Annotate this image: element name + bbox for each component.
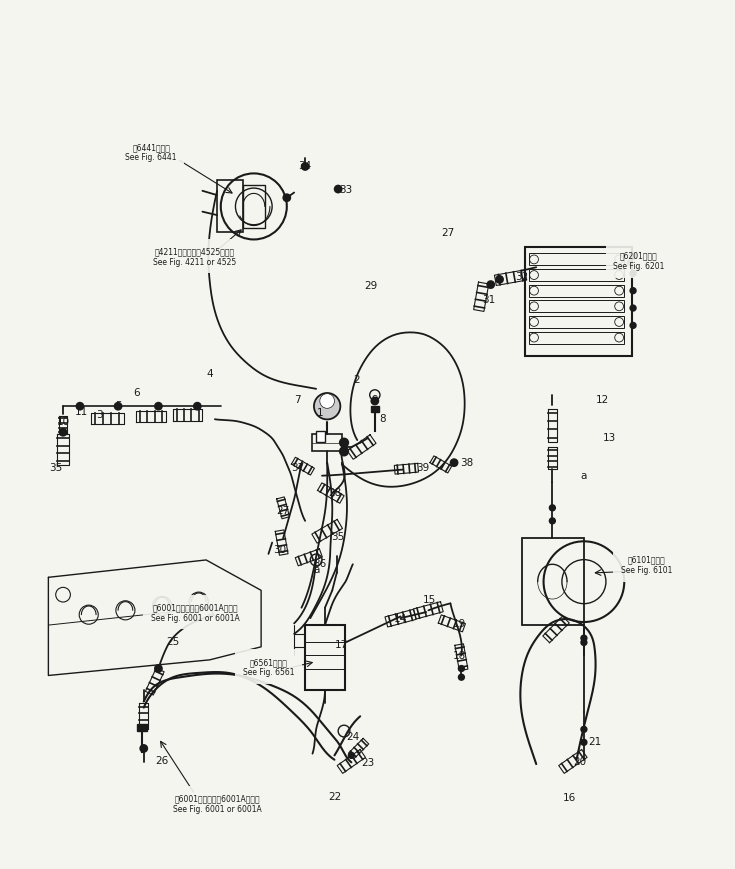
Circle shape — [458, 673, 465, 681]
Text: 第6001図または第6001A図参照
See Fig. 6001 or 6001A: 第6001図または第6001A図参照 See Fig. 6001 or 6001… — [151, 603, 240, 622]
Text: 30: 30 — [273, 544, 286, 554]
Circle shape — [450, 459, 459, 468]
Circle shape — [154, 402, 163, 411]
Text: 27: 27 — [442, 229, 455, 238]
Circle shape — [580, 739, 587, 746]
Text: 36: 36 — [313, 558, 326, 568]
Text: 29: 29 — [365, 281, 378, 290]
Text: 38: 38 — [460, 457, 473, 468]
Circle shape — [314, 394, 340, 420]
Circle shape — [580, 726, 587, 733]
Text: 第6201図参照
See Fig. 6201: 第6201図参照 See Fig. 6201 — [613, 251, 664, 270]
Text: 14: 14 — [394, 614, 407, 623]
Circle shape — [140, 744, 148, 753]
Circle shape — [495, 275, 504, 284]
Circle shape — [580, 634, 587, 642]
Bar — [522, 539, 584, 626]
Circle shape — [301, 163, 309, 172]
Circle shape — [154, 665, 163, 673]
Circle shape — [282, 194, 291, 202]
Text: 第6101図参照
See Fig. 6101: 第6101図参照 See Fig. 6101 — [620, 555, 672, 574]
Bar — [529, 316, 624, 328]
Text: 25: 25 — [166, 636, 180, 646]
Text: 35: 35 — [331, 531, 345, 541]
Text: 26: 26 — [156, 755, 169, 765]
Circle shape — [487, 281, 495, 289]
Text: 23: 23 — [361, 758, 374, 767]
Text: 39: 39 — [416, 462, 429, 473]
Text: a: a — [581, 470, 587, 481]
Bar — [526, 248, 631, 356]
Text: 2: 2 — [354, 375, 360, 385]
Text: 4: 4 — [207, 368, 213, 379]
Circle shape — [629, 270, 637, 278]
Text: 13: 13 — [603, 432, 616, 442]
Text: 16: 16 — [562, 793, 576, 802]
Circle shape — [320, 395, 334, 408]
Text: 10: 10 — [57, 416, 70, 427]
Circle shape — [76, 402, 85, 411]
Circle shape — [580, 639, 587, 647]
Text: 35: 35 — [49, 462, 62, 473]
Circle shape — [334, 185, 343, 195]
Text: 18: 18 — [453, 651, 466, 660]
Circle shape — [193, 402, 201, 411]
Text: 37: 37 — [291, 462, 304, 473]
Text: 第6001図または第6001A図参照
See Fig. 6001 or 6001A: 第6001図または第6001A図参照 See Fig. 6001 or 6001… — [173, 793, 262, 813]
Text: 3: 3 — [96, 409, 103, 420]
Text: 第6561図参照
See Fig. 6561: 第6561図参照 See Fig. 6561 — [243, 657, 294, 677]
Text: 9: 9 — [371, 395, 378, 405]
Bar — [529, 269, 624, 282]
Text: 32: 32 — [515, 272, 528, 282]
Text: 6: 6 — [133, 388, 140, 398]
Polygon shape — [137, 724, 147, 731]
Text: 24: 24 — [346, 732, 359, 741]
Text: 34: 34 — [298, 161, 312, 170]
Circle shape — [629, 305, 637, 312]
Circle shape — [629, 288, 637, 295]
Bar — [312, 434, 342, 452]
Text: 7: 7 — [295, 395, 301, 405]
Text: 第4211図または第4525図参照
See Fig. 4211 or 4525: 第4211図または第4525図参照 See Fig. 4211 or 4525 — [154, 247, 237, 266]
Bar — [316, 432, 325, 442]
Text: a: a — [313, 564, 319, 574]
Text: 17: 17 — [335, 640, 348, 649]
Text: 8: 8 — [379, 414, 385, 424]
Text: 5: 5 — [115, 401, 121, 411]
Text: 1: 1 — [317, 408, 323, 418]
Circle shape — [549, 505, 556, 512]
Bar — [529, 254, 624, 266]
Text: 33: 33 — [339, 185, 352, 195]
Text: 20: 20 — [574, 757, 587, 766]
Text: 第6441図参照
See Fig. 6441: 第6441図参照 See Fig. 6441 — [126, 143, 177, 163]
Text: 12: 12 — [595, 395, 609, 405]
Text: 21: 21 — [588, 736, 601, 746]
Circle shape — [629, 322, 637, 329]
Text: 27: 27 — [276, 505, 290, 515]
Bar — [217, 181, 243, 233]
Circle shape — [629, 253, 637, 261]
Bar — [243, 185, 265, 229]
Circle shape — [339, 447, 349, 457]
Circle shape — [348, 752, 355, 760]
Bar — [305, 626, 345, 691]
Circle shape — [458, 665, 465, 673]
Text: 15: 15 — [423, 594, 437, 604]
Text: 22: 22 — [328, 792, 341, 801]
Polygon shape — [370, 407, 379, 413]
Text: 19: 19 — [453, 619, 466, 628]
Circle shape — [114, 402, 123, 411]
Text: 11: 11 — [75, 406, 88, 416]
Circle shape — [339, 438, 349, 448]
Circle shape — [370, 397, 379, 406]
Text: 28: 28 — [328, 488, 341, 498]
Bar — [529, 301, 624, 313]
Bar — [529, 332, 624, 344]
Bar — [529, 285, 624, 297]
Text: 31: 31 — [482, 295, 495, 305]
Circle shape — [59, 428, 68, 437]
Circle shape — [549, 518, 556, 525]
